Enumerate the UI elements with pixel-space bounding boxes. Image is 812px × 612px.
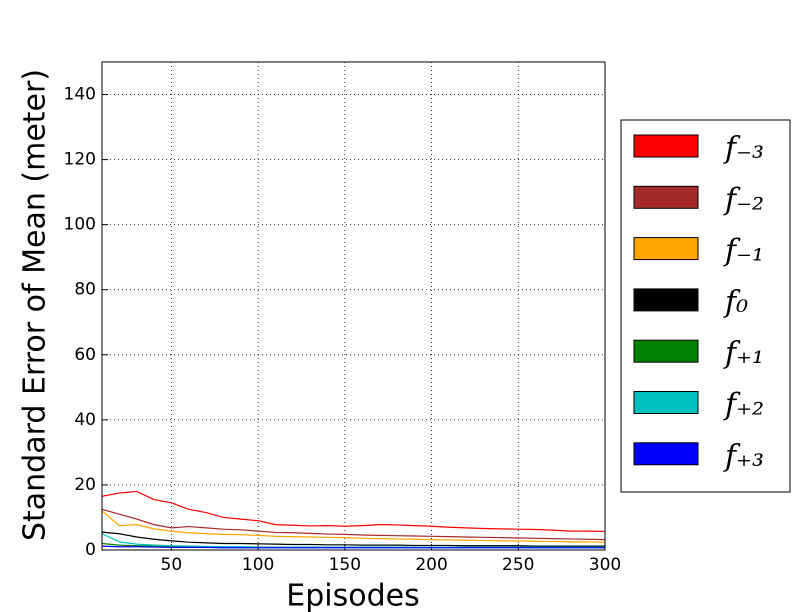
y-tick-label: 80: [74, 280, 96, 300]
x-tick-label: 50: [161, 555, 183, 575]
legend-swatch: [633, 237, 699, 261]
series-line: [101, 510, 606, 543]
legend-label: f₊₂: [723, 388, 764, 423]
x-tick-label: 200: [415, 555, 447, 575]
series-line: [101, 531, 605, 547]
legend-swatch: [633, 339, 699, 363]
y-tick-label: 100: [64, 215, 96, 235]
y-tick-label: 20: [74, 475, 96, 495]
y-tick-label: 0: [85, 540, 96, 560]
series-line: [101, 545, 605, 549]
legend-swatch: [633, 185, 699, 209]
x-tick-label: 250: [502, 555, 534, 575]
legend-label: f₊₁: [723, 336, 764, 371]
y-tick-label: 120: [64, 150, 96, 170]
plot-frame: [101, 61, 606, 551]
legend-label: f₀: [723, 285, 748, 320]
legend-swatch: [633, 288, 699, 312]
legend-label: f₊₃: [723, 439, 764, 474]
y-tick-label: 140: [64, 85, 96, 105]
legend-label: f₋₃: [723, 131, 764, 166]
legend-label: f₋₁: [723, 234, 764, 269]
series-line: [101, 490, 606, 533]
legend-swatch: [633, 134, 699, 158]
x-tick-label: 150: [329, 555, 361, 575]
x-tick-label: 300: [589, 555, 621, 575]
y-tick-label: 40: [74, 410, 96, 430]
legend-label: f₋₂: [723, 182, 764, 217]
legend-swatch: [633, 442, 699, 466]
y-axis-title: Standard Error of Mean (meter): [18, 69, 53, 541]
legend-swatch: [633, 391, 699, 414]
x-tick-label: 100: [242, 555, 274, 575]
series-line: [101, 533, 605, 548]
series-line: [101, 508, 606, 541]
x-axis-title: Episodes: [286, 579, 419, 612]
y-tick-label: 60: [74, 345, 96, 365]
